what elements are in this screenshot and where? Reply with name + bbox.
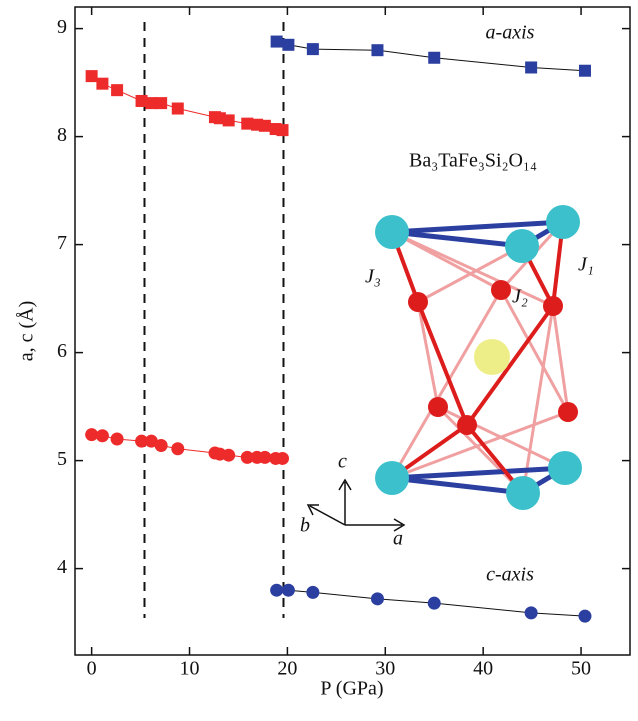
legend-label: c-axis (486, 564, 534, 586)
marker (96, 78, 108, 90)
marker (371, 592, 384, 605)
marker (525, 61, 537, 73)
x-tick-label: 30 (375, 658, 395, 680)
marker (579, 65, 591, 77)
y-tick-label: 9 (57, 16, 67, 38)
j-label: J₁ (578, 254, 594, 276)
marker (155, 439, 168, 452)
formula: Ba₃TaFe₃Si₂O₁₄ (409, 150, 537, 172)
marker (172, 103, 184, 115)
marker (222, 449, 235, 462)
j-label: J₃ (365, 266, 381, 288)
axis-arrow-label: c (338, 451, 347, 473)
marker (578, 610, 591, 623)
marker (306, 586, 319, 599)
x-axis-label: P (GPa) (320, 678, 383, 700)
y-tick-label: 5 (57, 448, 67, 470)
y-tick-label: 8 (57, 124, 67, 146)
marker (371, 44, 383, 56)
marker (86, 70, 98, 82)
y-tick-label: 4 (57, 556, 67, 578)
crystal-inset (308, 205, 582, 531)
marker (276, 452, 289, 465)
marker (428, 52, 440, 64)
x-tick-label: 0 (87, 658, 97, 680)
marker (155, 97, 167, 109)
marker (271, 36, 283, 48)
marker (270, 584, 283, 597)
marker (525, 606, 538, 619)
marker (428, 597, 441, 610)
marker (282, 39, 294, 51)
legend-label: a-axis (486, 22, 535, 44)
axis-arrow-label: a (393, 528, 403, 550)
marker (307, 43, 319, 55)
x-tick-label: 40 (473, 658, 493, 680)
marker (277, 124, 289, 136)
marker (96, 429, 109, 442)
axis-arrow-label: b (300, 515, 310, 537)
x-tick-label: 20 (277, 658, 297, 680)
chart: Ba₃TaFe₃Si₂O₁₄ J₁ J₂ J₃ a b c P (GPa) a,… (0, 0, 638, 716)
marker (111, 433, 124, 446)
marker (223, 114, 235, 126)
x-tick-label: 10 (180, 658, 200, 680)
marker (111, 84, 123, 96)
x-tick-label: 50 (571, 658, 591, 680)
marker (259, 120, 271, 132)
y-axis-label: a, c (Å) (16, 301, 38, 362)
y-tick-label: 7 (57, 232, 67, 254)
y-tick-label: 6 (57, 340, 67, 362)
j-label: J₂ (512, 286, 528, 308)
marker (282, 584, 295, 597)
marker (171, 442, 184, 455)
